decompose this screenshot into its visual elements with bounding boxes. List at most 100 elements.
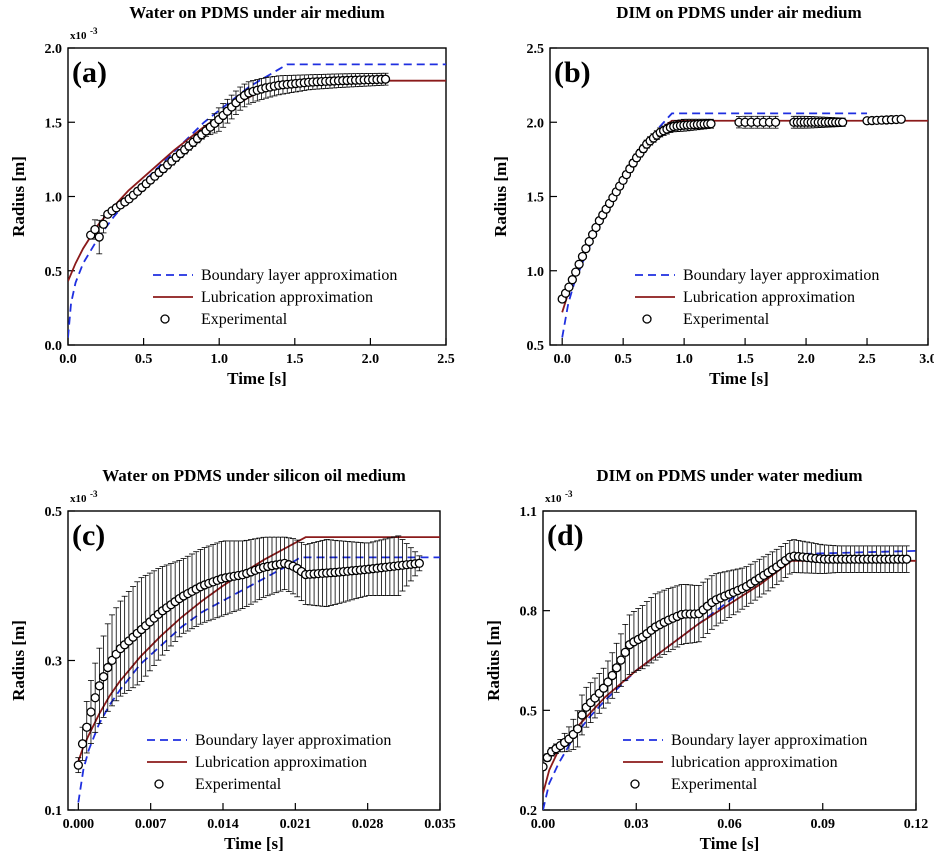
legend-entry: Experimental xyxy=(671,776,758,793)
x-tick-label: 0.0 xyxy=(553,352,571,367)
data-point xyxy=(837,117,848,127)
y-tick-label: 0.5 xyxy=(520,704,538,719)
legend-entry: Lubrication approximation xyxy=(201,289,373,306)
x-tick-label: 2.5 xyxy=(437,352,455,367)
x-tick-label: 0.014 xyxy=(207,817,239,832)
x-tick-label: 2.5 xyxy=(858,352,876,367)
x-tick-label: 0.000 xyxy=(63,817,95,832)
panel-label: (a) xyxy=(72,56,107,89)
chart-title: Water on PDMS under silicon oil medium xyxy=(102,466,406,485)
data-point xyxy=(543,762,548,772)
axis-multiplier-exponent: -3 xyxy=(565,489,573,499)
legend-swatch-experimental xyxy=(630,779,640,789)
legend-entry: Boundary layer approximation xyxy=(201,267,397,284)
x-tick-label: 0.5 xyxy=(135,352,153,367)
data-point xyxy=(574,259,584,269)
legend-entry: Experimental xyxy=(683,311,770,328)
y-tick-label: 2.0 xyxy=(45,42,63,57)
legend-entry: Experimental xyxy=(201,311,288,328)
data-point xyxy=(607,670,617,681)
x-tick-label: 0.5 xyxy=(614,352,632,367)
legend-swatch-experimental xyxy=(642,314,652,324)
data-point xyxy=(94,681,105,691)
data-point xyxy=(380,74,391,84)
legend-entry: Boundary layer approximation xyxy=(683,267,879,284)
legend: Boundary layer approximation Lubrication … xyxy=(635,267,879,328)
x-tick-label: 3.0 xyxy=(919,352,934,367)
experimental-series xyxy=(557,114,906,304)
y-tick-label: 1.5 xyxy=(527,191,545,206)
legend-entry: Lubrication approximation xyxy=(195,754,367,771)
data-point xyxy=(770,117,781,127)
data-point xyxy=(577,710,587,720)
data-point xyxy=(706,119,716,129)
data-point xyxy=(616,655,626,665)
y-tick-label: 0.0 xyxy=(45,339,63,354)
data-point xyxy=(94,232,104,242)
chart-title: DIM on PDMS under air medium xyxy=(616,3,861,22)
y-tick-label: 0.2 xyxy=(520,804,538,819)
data-point xyxy=(98,219,109,229)
x-tick-label: 0.035 xyxy=(424,817,456,832)
x-tick-label: 0.0 xyxy=(59,352,77,367)
panel-label: (d) xyxy=(547,519,584,552)
x-axis-label: Time [s] xyxy=(709,369,769,388)
y-axis-label: Radius [m] xyxy=(484,620,503,701)
y-tick-label: 0.5 xyxy=(45,505,63,520)
data-point xyxy=(73,760,83,770)
data-point xyxy=(896,114,906,124)
data-point xyxy=(611,663,622,673)
data-point xyxy=(564,282,574,292)
y-tick-label: 0.1 xyxy=(45,804,63,819)
x-axis-label: Time [s] xyxy=(227,369,287,388)
y-tick-label: 0.8 xyxy=(520,605,538,620)
data-point xyxy=(567,275,577,285)
experimental-series xyxy=(73,535,424,774)
data-point xyxy=(90,693,100,703)
x-tick-label: 0.06 xyxy=(717,817,742,832)
experimental-series xyxy=(543,539,912,772)
legend-entry: lubrication approximation xyxy=(671,754,838,771)
legend-entry: Boundary layer approximation xyxy=(671,732,867,749)
legend-swatch-experimental xyxy=(154,779,164,789)
legend: Boundary layer approximation Lubrication … xyxy=(147,732,391,793)
x-tick-label: 2.0 xyxy=(797,352,815,367)
y-tick-label: 0.5 xyxy=(45,265,63,280)
data-point xyxy=(620,647,630,658)
axis-multiplier-exponent: -3 xyxy=(90,26,98,36)
plot-area xyxy=(73,535,440,803)
x-tick-label: 0.021 xyxy=(280,817,312,832)
x-tick-label: 2.0 xyxy=(362,352,380,367)
legend-swatch-experimental xyxy=(160,314,170,324)
experimental-series xyxy=(86,72,391,255)
data-point xyxy=(90,224,100,235)
y-tick-label: 0.3 xyxy=(45,655,63,670)
legend-entry: Boundary layer approximation xyxy=(195,732,391,749)
x-tick-label: 1.5 xyxy=(736,352,754,367)
panel-label: (c) xyxy=(72,519,105,552)
axis-multiplier: x10 xyxy=(70,493,87,505)
panel-label: (b) xyxy=(554,56,591,89)
axis-multiplier: x10 xyxy=(70,30,87,42)
x-tick-label: 0.03 xyxy=(624,817,649,832)
x-tick-label: 1.0 xyxy=(210,352,228,367)
y-tick-label: 2.0 xyxy=(527,116,545,131)
x-axis-label: Time [s] xyxy=(224,834,284,853)
legend-entry: Lubrication approximation xyxy=(683,289,855,306)
x-tick-label: 0.09 xyxy=(811,817,836,832)
x-tick-label: 0.12 xyxy=(904,817,929,832)
data-point xyxy=(572,724,583,734)
x-tick-label: 1.5 xyxy=(286,352,304,367)
chart-panel-b: DIM on PDMS under air medium 0.0 0.5 1.0 1.5… xyxy=(491,3,934,388)
legend: Boundary layer approximation lubrication … xyxy=(623,732,867,793)
y-tick-label: 1.1 xyxy=(520,505,538,520)
y-tick-label: 1.5 xyxy=(45,116,63,131)
data-point xyxy=(577,251,588,262)
y-tick-label: 0.5 xyxy=(527,339,545,354)
chart-panel-c: Water on PDMS under silicon oil medium x1… xyxy=(9,466,456,853)
chart-title: DIM on PDMS under water medium xyxy=(596,466,862,485)
y-tick-label: 1.0 xyxy=(527,265,545,280)
